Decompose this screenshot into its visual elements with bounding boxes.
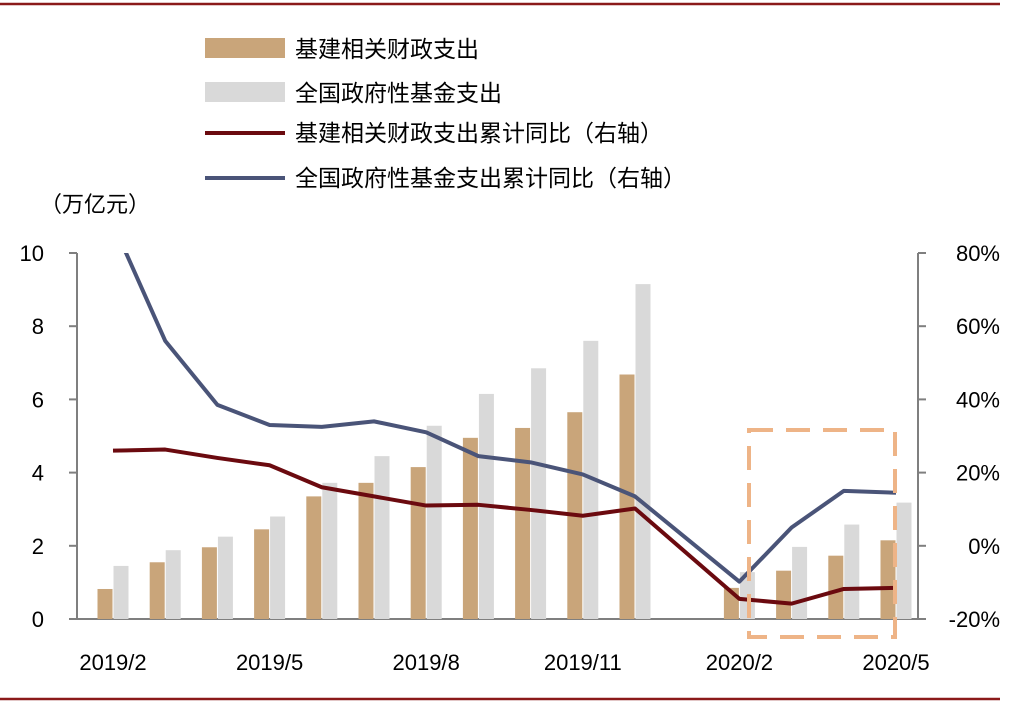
bar-fund-spending <box>792 546 808 619</box>
line-infra-yoy <box>112 447 897 606</box>
right-tick-label: 60% <box>956 314 1000 339</box>
bar-fund-spending <box>896 502 912 619</box>
left-tick-label: 4 <box>32 461 44 486</box>
bar-fund-spending <box>165 550 181 619</box>
left-tick-label: 0 <box>32 607 44 632</box>
bar-fund-spending <box>374 456 390 619</box>
legend: 基建相关财政支出 全国政府性基金支出 基建相关财政支出累计同比（右轴） 全国政府… <box>205 37 686 192</box>
line-fund-yoy <box>123 253 897 584</box>
bar-infra-spending <box>619 374 635 619</box>
right-tick-label: 80% <box>956 241 1000 266</box>
left-tick-label: 2 <box>32 534 44 559</box>
right-tick-label: 40% <box>956 387 1000 412</box>
bar-fund-spending <box>113 565 129 619</box>
bar-infra-spending <box>149 562 165 619</box>
bar-fund-spending <box>635 284 651 619</box>
bar-fund-spending <box>426 425 442 619</box>
x-tick-label: 2019/11 <box>544 650 622 675</box>
left-tick-label: 8 <box>32 314 44 339</box>
bar-fund-spending <box>844 524 860 619</box>
bar-infra-spending <box>828 555 844 619</box>
bar-fund-spending <box>322 482 338 619</box>
bar-infra-spending <box>462 437 478 619</box>
left-tick-label: 6 <box>32 387 44 412</box>
legend-label-infra-line: 基建相关财政支出累计同比（右轴） <box>295 121 663 147</box>
bar-infra-spending <box>97 588 113 619</box>
legend-label-fund-bar: 全国政府性基金支出 <box>295 81 502 107</box>
bar-infra-spending <box>880 540 896 619</box>
bar-infra-spending <box>515 427 531 619</box>
x-tick-label: 2019/5 <box>236 650 303 675</box>
left-axis-unit: （万亿元） <box>40 193 150 218</box>
legend-label-fund-line: 全国政府性基金支出累计同比（右轴） <box>295 166 686 192</box>
bar-fund-spending <box>270 516 286 619</box>
bar-infra-spending <box>254 529 270 619</box>
bar-infra-spending <box>358 482 374 619</box>
plot-area: 0 2 4 6 8 10 -20% 0% 20% 40% 60% 80% 2019/2 2019/5 201… <box>20 241 1000 675</box>
x-tick-label: 2019/2 <box>79 650 146 675</box>
bar-infra-spending <box>410 467 426 619</box>
x-tick-label: 2020/2 <box>706 650 773 675</box>
bar-fund-spending <box>217 536 233 619</box>
bar-infra-spending <box>306 496 322 619</box>
left-tick-label: 10 <box>20 241 44 266</box>
highlight-box <box>747 428 897 639</box>
right-tick-label: -20% <box>949 607 1000 632</box>
right-tick-label: 20% <box>956 461 1000 486</box>
bar-fund-spending <box>531 368 547 619</box>
right-tick-label: 0% <box>968 534 1000 559</box>
legend-swatch-infra-bar <box>205 38 285 58</box>
bar-infra-spending <box>201 547 217 619</box>
x-tick-label: 2019/8 <box>393 650 460 675</box>
x-tick-label: 2020/5 <box>862 650 929 675</box>
bar-infra-spending <box>776 570 792 619</box>
legend-swatch-fund-bar <box>205 82 285 102</box>
legend-label-infra-bar: 基建相关财政支出 <box>295 37 479 63</box>
